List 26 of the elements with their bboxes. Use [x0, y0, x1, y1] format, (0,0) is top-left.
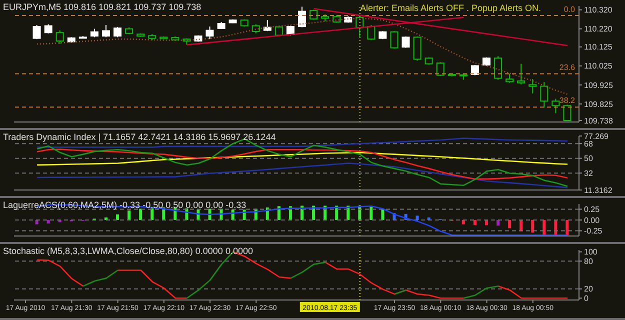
y-tick-label: 109.925 — [584, 80, 614, 90]
chart-title: Traders Dynamic Index | 71.1657 42.7421 14.3186 15.9697 26.1244 — [3, 132, 276, 142]
y-tick-label: 0.00 — [584, 216, 600, 225]
y-tick-label: 109.738 — [584, 116, 614, 126]
y-tick-label: 68 — [584, 139, 594, 148]
chart-title: EURJPYm,M5 109.816 109.821 109.737 109.738 — [3, 2, 202, 12]
annotation: Alerter: Emails Alerts OFF . Popup Alerts ON. — [360, 3, 541, 13]
y-tick-label: 77.269 — [584, 132, 610, 141]
y-tick-label: -0.25 — [584, 226, 603, 236]
y-tick-label: 11.3162 — [584, 186, 613, 195]
y-tick-label: 0.25 — [584, 205, 600, 214]
annotation: 23.6 — [559, 62, 575, 72]
y-tick-label: 110.125 — [584, 42, 613, 52]
y-tick-label: 110.320 — [584, 6, 613, 15]
y-tick-label: 0 — [584, 294, 589, 303]
y-tick-label: 20 — [584, 284, 594, 294]
y-tick-label: 109.825 — [584, 100, 614, 109]
annotation: 0.0 — [564, 4, 575, 14]
y-tick-label: 100 — [584, 248, 598, 257]
annotation: 38.2 — [559, 96, 575, 106]
y-tick-label: 110.025 — [584, 62, 613, 71]
y-tick-label: 32 — [584, 168, 594, 178]
y-tick-label: 80 — [584, 256, 594, 266]
y-tick-label: 50 — [584, 154, 594, 164]
chart-title: Stochastic (M5,8,3,3,LWMA,Close/Close,80,80) 0.0000 0.0000 — [3, 246, 253, 256]
y-tick-label: 110.220 — [584, 24, 613, 34]
